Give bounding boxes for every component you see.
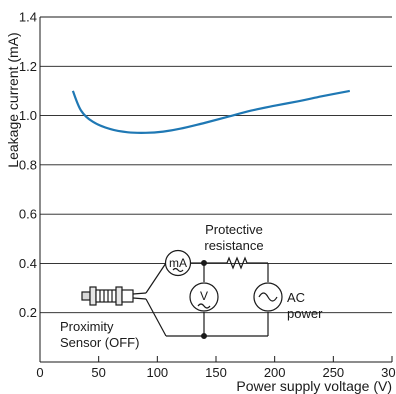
voltmeter-icon [189, 282, 219, 312]
ammeter-label: mA [169, 256, 187, 270]
y-tick-label-6: 1.4 [19, 10, 37, 25]
ammeter-wave [172, 267, 184, 273]
wire-bottom-diagonal [145, 298, 167, 337]
protective-resistance-label-2: resistance [204, 238, 263, 253]
y-tick-label-2: 0.6 [19, 207, 37, 222]
ammeter-icon [164, 249, 192, 277]
y-tick-labels: 0.2 0.4 0.6 0.8 1.0 1.2 1.4 [19, 10, 37, 321]
voltmeter-wave [197, 303, 211, 309]
protective-resistor [226, 256, 248, 270]
ac-power-label-2: power [287, 306, 323, 321]
y-tick-label-4: 1.0 [19, 108, 37, 123]
junction-dot-bottom [201, 333, 208, 340]
x-tick-label-1: 50 [91, 365, 105, 380]
x-tick-label-0: 0 [36, 365, 43, 380]
x-tick-label-2: 100 [146, 365, 168, 380]
x-axis-label: Power supply voltage (V) [236, 378, 392, 394]
proximity-sensor-label-2: Sensor (OFF) [60, 335, 139, 350]
grid-lines [40, 16, 392, 314]
voltmeter-label: V [200, 289, 208, 303]
proximity-sensor-label-1: Proximity [60, 319, 114, 334]
x-tick-label-6: 300 [381, 365, 396, 380]
y-tick-label-3: 0.8 [19, 157, 37, 172]
y-tick-label-1: 0.4 [19, 256, 37, 271]
y-axis-label: Leakage current (mA) [5, 32, 21, 167]
y-tick-label-0: 0.2 [19, 305, 37, 320]
x-tick-labels: 0 50 100 150 200 250 300 [36, 365, 396, 380]
wire-top-diagonal [145, 262, 167, 294]
ac-power-label-1: AC [287, 290, 305, 305]
ac-source-wave [258, 292, 278, 302]
circuit-diagram [81, 249, 283, 340]
x-tick-label-3: 150 [205, 365, 227, 380]
axes [39, 17, 393, 363]
proximity-sensor-icon [81, 286, 147, 306]
x-tick-label-5: 250 [322, 365, 344, 380]
x-tick-label-4: 200 [264, 365, 286, 380]
y-tick-label-5: 1.2 [19, 59, 37, 74]
junction-dot-top [201, 260, 208, 267]
series-line-leakage [71, 89, 351, 134]
protective-resistance-label-1: Protective [205, 222, 263, 237]
